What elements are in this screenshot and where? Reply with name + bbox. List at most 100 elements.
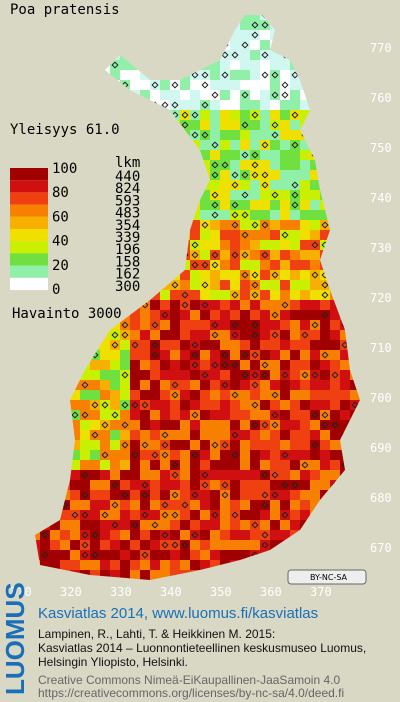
observation-dot <box>351 401 359 409</box>
observation-dot <box>231 181 239 189</box>
map-cell <box>90 380 100 390</box>
map-cell <box>110 520 120 530</box>
map-cell <box>200 160 210 170</box>
observation-dot <box>211 201 219 209</box>
map-cell <box>180 520 190 530</box>
legend-count: 354 <box>115 218 140 234</box>
map-cell <box>320 410 330 420</box>
map-cell <box>250 480 260 490</box>
map-cell <box>170 490 180 500</box>
map-cell <box>200 150 210 160</box>
map-cell <box>120 440 130 450</box>
map-cell <box>310 280 320 290</box>
observation-dot <box>291 481 299 489</box>
map-cell <box>270 190 280 200</box>
map-cell <box>290 240 300 250</box>
map-cell <box>260 80 270 90</box>
map-cell <box>230 380 240 390</box>
map-cell <box>300 460 310 470</box>
map-cell <box>220 460 230 470</box>
map-cell <box>140 560 150 570</box>
map-cell <box>190 490 200 500</box>
map-cell <box>220 410 230 420</box>
observation-dot <box>251 281 259 289</box>
map-cell <box>240 450 250 460</box>
map-cell <box>160 370 170 380</box>
map-cell <box>320 360 330 370</box>
map-cell <box>270 320 280 330</box>
map-cell <box>230 260 240 270</box>
map-cell <box>190 290 200 300</box>
map-cell <box>340 390 350 400</box>
observation-dot <box>81 511 89 519</box>
map-cell <box>300 230 310 240</box>
map-cell <box>90 460 100 470</box>
map-cell <box>330 350 340 360</box>
map-cell <box>170 470 180 480</box>
map-cell <box>130 390 140 400</box>
observation-dot <box>251 151 259 159</box>
map-cell <box>310 480 320 490</box>
map-cell <box>140 90 150 100</box>
map-cell <box>260 160 270 170</box>
observation-dot <box>201 131 209 139</box>
map-cell <box>170 460 180 470</box>
map-cell <box>260 340 270 350</box>
map-cell <box>220 180 230 190</box>
observation-dot <box>281 481 289 489</box>
map-cell <box>90 560 100 570</box>
map-cell <box>240 120 250 130</box>
map-cell <box>80 500 90 510</box>
map-cell <box>240 470 250 480</box>
observation-dot <box>331 421 339 429</box>
observation-dot <box>201 471 209 479</box>
map-cell <box>190 530 200 540</box>
observation-dot <box>161 451 169 459</box>
map-cell <box>250 170 260 180</box>
map-cell <box>180 350 190 360</box>
observation-dot <box>261 541 269 549</box>
map-cell <box>220 400 230 410</box>
map-cell <box>70 550 80 560</box>
map-cell <box>290 520 300 530</box>
map-cell <box>210 90 220 100</box>
map-cell <box>210 340 220 350</box>
map-cell <box>230 480 240 490</box>
observation-dot <box>311 441 319 449</box>
map-cell <box>230 360 240 370</box>
map-cell <box>270 410 280 420</box>
map-cell <box>130 470 140 480</box>
map-cell <box>90 480 100 490</box>
map-cell <box>300 160 310 170</box>
observation-dot <box>211 441 219 449</box>
map-cell <box>130 360 140 370</box>
map-cell <box>230 80 240 90</box>
legend-swatch <box>10 241 48 254</box>
map-cell <box>240 100 250 110</box>
map-cell <box>160 390 170 400</box>
map-cell <box>170 330 180 340</box>
map-cell <box>240 40 250 50</box>
map-cell <box>250 360 260 370</box>
map-cell <box>260 460 270 470</box>
map-cell <box>280 490 290 500</box>
map-cell <box>270 130 280 140</box>
observation-dot <box>141 511 149 519</box>
map-cell <box>100 450 110 460</box>
map-cell <box>35 530 40 540</box>
map-cell <box>180 530 190 540</box>
map-cell <box>200 120 210 130</box>
observation-dot <box>151 351 159 359</box>
map-cell <box>290 350 300 360</box>
observation-dot <box>171 491 179 499</box>
map-cell <box>340 410 350 420</box>
map-cell <box>170 350 180 360</box>
map-cell <box>120 560 130 570</box>
map-cell <box>250 120 260 130</box>
map-cell <box>250 100 260 110</box>
map-cell <box>220 550 230 560</box>
observation-dot <box>311 271 319 279</box>
observation-dot <box>231 221 239 229</box>
map-cell <box>260 200 270 210</box>
map-cell <box>300 500 310 510</box>
